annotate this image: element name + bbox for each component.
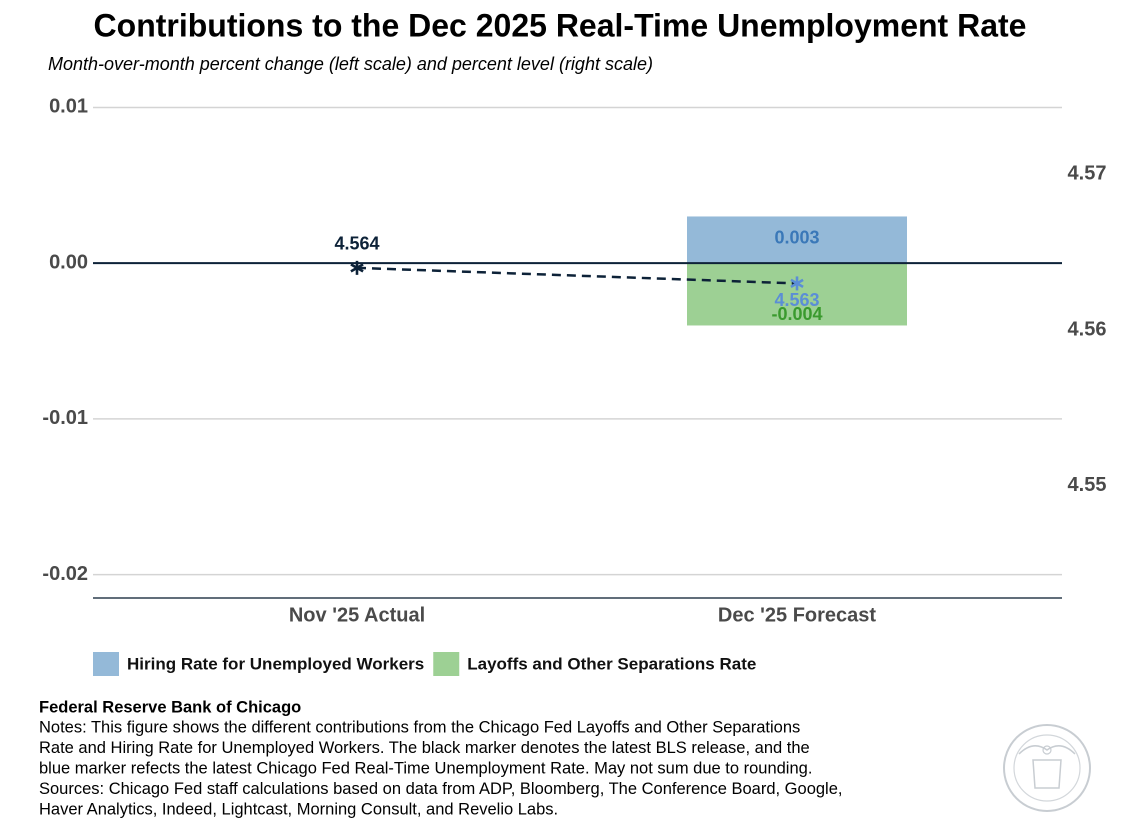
source-note: Rate and Hiring Rate for Unemployed Work… — [39, 739, 810, 757]
bar — [687, 216, 907, 264]
legend-label: Layoffs and Other Separations Rate — [467, 654, 756, 673]
marker — [350, 260, 364, 275]
seal — [1003, 724, 1091, 812]
chart-subtitle: Month-over-month percent change (left sc… — [48, 54, 653, 74]
legend-swatch — [433, 652, 460, 676]
marker — [790, 276, 804, 291]
y2-tick-label: 4.56 — [1068, 318, 1107, 340]
legend-swatch — [93, 652, 119, 676]
x-tick-label: Nov '25 Actual — [289, 604, 425, 626]
data-label: -0.004 — [771, 304, 822, 324]
source-note: Notes: This figure shows the different c… — [39, 718, 800, 736]
point-label: 4.563 — [774, 290, 819, 310]
source-note: Sources: Chicago Fed staff calculations … — [39, 780, 842, 798]
bar — [687, 263, 907, 326]
y-tick-label: -0.01 — [42, 407, 88, 429]
y2-tick-label: 4.55 — [1068, 474, 1107, 496]
source-note: blue marker refects the latest Chicago F… — [39, 759, 812, 777]
data-label: 0.003 — [774, 228, 819, 248]
y2-tick-label: 4.57 — [1068, 163, 1107, 185]
marker-stroke — [350, 263, 364, 273]
legend-label: Hiring Rate for Unemployed Workers — [127, 654, 424, 673]
x-tick-label: Dec '25 Forecast — [718, 604, 877, 626]
y-tick-label: 0.01 — [49, 96, 88, 118]
chart-title: Contributions to the Dec 2025 Real-Time … — [94, 7, 1027, 43]
source-note: Haver Analytics, Indeed, Lightcast, Morn… — [39, 800, 558, 818]
y-tick-label: -0.02 — [42, 563, 88, 585]
point-label: 4.564 — [334, 234, 379, 254]
source-org: Federal Reserve Bank of Chicago — [39, 698, 301, 716]
marker-stroke — [790, 278, 804, 289]
line — [356, 266, 798, 285]
y-tick-label: 0.00 — [49, 251, 88, 273]
